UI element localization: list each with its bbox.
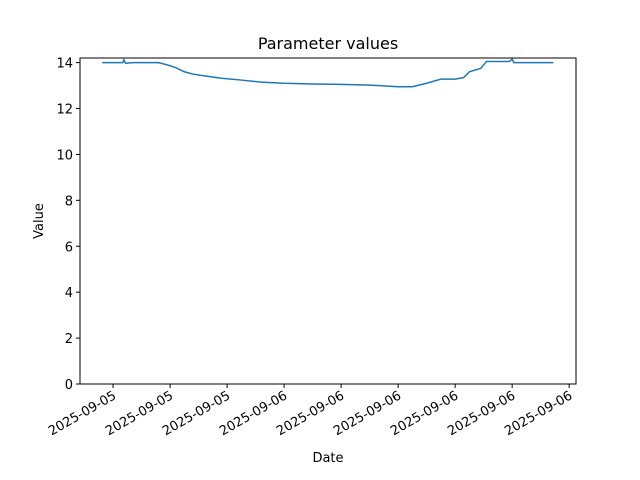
y-tick-label: 8	[65, 194, 73, 209]
y-tick-label: 14	[56, 57, 73, 72]
y-tick-label: 2	[65, 332, 73, 347]
chart-title: Parameter values	[258, 34, 398, 53]
y-tick-label: 12	[56, 103, 73, 118]
data-line	[102, 57, 554, 88]
y-axis-label: Value	[32, 203, 47, 239]
y-tick-label: 0	[65, 378, 73, 393]
y-tick-label: 6	[65, 240, 73, 255]
x-axis-label: Date	[312, 451, 343, 466]
plot-frame	[79, 57, 577, 385]
y-tick-label: 4	[65, 286, 73, 301]
y-tick-label: 10	[56, 148, 73, 163]
